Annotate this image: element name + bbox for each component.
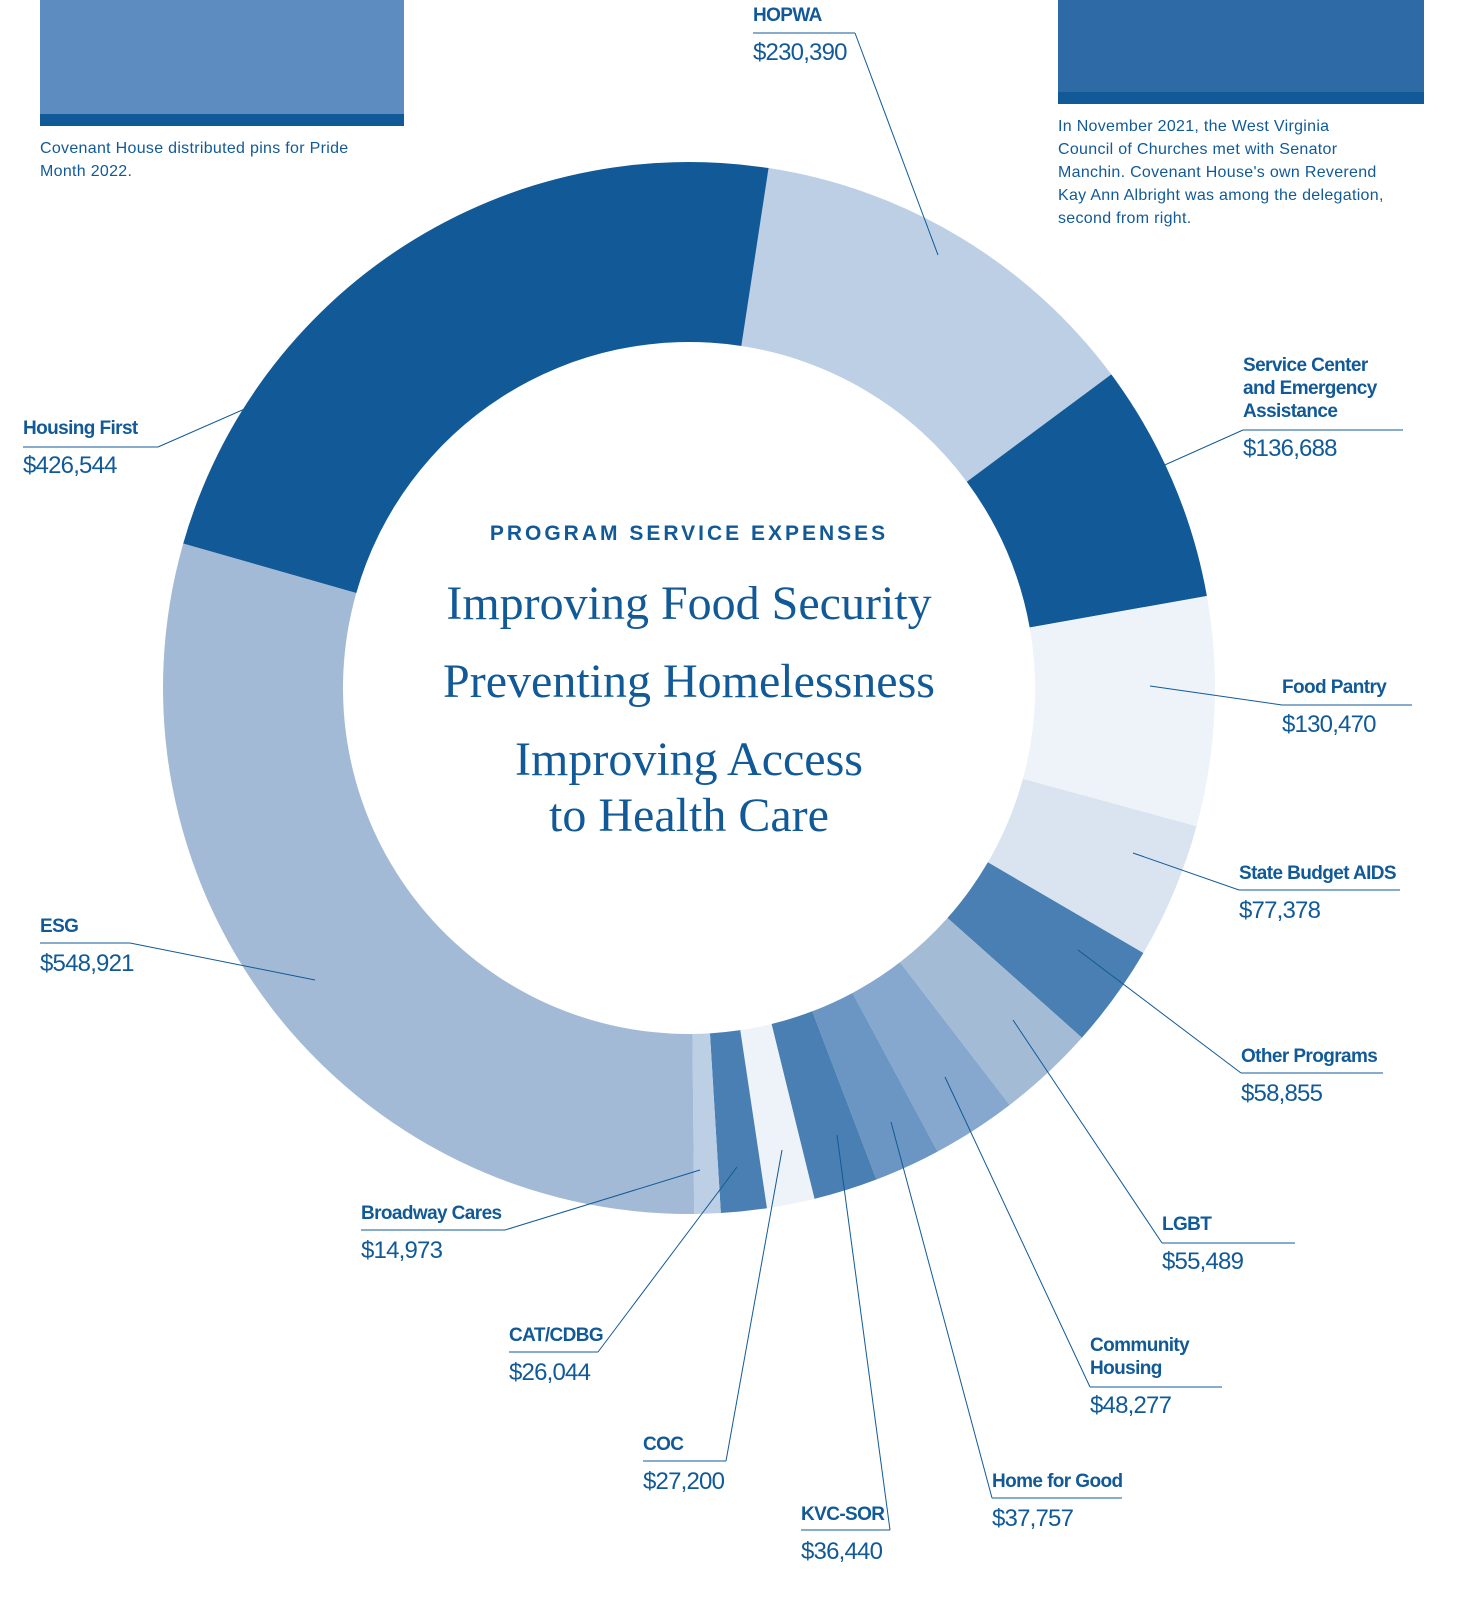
slice-label: Service Center and Emergency Assistance $… xyxy=(1243,354,1388,463)
photo xyxy=(40,0,404,114)
photo-bar xyxy=(1058,92,1424,104)
donut-slice xyxy=(987,778,1197,953)
slice-label: LGBT $55,489 xyxy=(1162,1213,1362,1276)
value-label: $27,200 xyxy=(643,1468,725,1495)
donut-slice xyxy=(741,168,1112,482)
center-text: PROGRAM SERVICE EXPENSES Improving Food … xyxy=(389,522,989,866)
slice-label: Broadway Cares $14,973 xyxy=(361,1202,561,1265)
category-label: State Budget AIDS xyxy=(1239,863,1397,884)
value-label: $37,757 xyxy=(992,1505,1074,1532)
category-label: Home for Good xyxy=(992,1471,1123,1492)
value-label: $26,044 xyxy=(509,1359,591,1386)
category-label: Community Housing xyxy=(1090,1335,1190,1379)
slice-label: Community Housing $48,277 xyxy=(1090,1334,1200,1420)
leader-line xyxy=(854,32,939,256)
donut-slice xyxy=(162,543,695,1214)
center-line: Improving Access to Health Care xyxy=(515,733,863,842)
center-line: Improving Food Security xyxy=(446,577,932,630)
donut-slice xyxy=(899,918,1082,1105)
slice-label: Food Pantry $130,470 xyxy=(1282,676,1466,739)
value-label: $14,973 xyxy=(361,1237,443,1264)
slice-label: Housing First $426,544 xyxy=(23,417,223,480)
category-label: KVC-SOR xyxy=(801,1504,885,1525)
value-label: $548,921 xyxy=(40,950,135,977)
value-label: $426,544 xyxy=(23,452,118,479)
donut-slice xyxy=(812,992,938,1180)
category-label: LGBT xyxy=(1162,1214,1212,1235)
donut-slice xyxy=(852,962,1010,1152)
leader-line xyxy=(597,1166,738,1353)
donut-slice xyxy=(183,161,769,593)
leader-line xyxy=(1149,685,1283,706)
category-label: Service Center and Emergency Assistance xyxy=(1243,355,1377,422)
center-line: Preventing Homelessness xyxy=(443,655,935,708)
leader-line xyxy=(1119,429,1244,486)
chart-title: PROGRAM SERVICE EXPENSES xyxy=(489,522,889,545)
category-label: Food Pantry xyxy=(1282,677,1387,698)
slice-label: HOPWA $230,390 xyxy=(753,4,953,67)
photo xyxy=(1058,0,1424,92)
donut-slice xyxy=(692,1033,721,1214)
leader-line xyxy=(157,399,266,448)
donut-slice xyxy=(771,1011,877,1199)
donut-slice xyxy=(1022,595,1216,827)
donut-slice xyxy=(947,862,1144,1038)
leader-line xyxy=(1077,949,1242,1074)
value-label: $77,378 xyxy=(1239,897,1321,924)
donut-slice xyxy=(709,1030,767,1214)
leader-line xyxy=(836,1134,891,1531)
leader-line xyxy=(890,1121,993,1499)
photo-bar xyxy=(40,114,404,126)
value-label: $55,489 xyxy=(1162,1248,1244,1275)
category-label: ESG xyxy=(40,916,79,937)
category-label: COC xyxy=(643,1434,684,1455)
slice-label: CAT/CDBG $26,044 xyxy=(509,1324,709,1387)
photo-caption: In November 2021, the West Virginia Coun… xyxy=(1058,118,1384,227)
slice-label: State Budget AIDS $77,378 xyxy=(1239,862,1439,925)
leader-line xyxy=(944,1076,1091,1388)
slice-label: Home for Good $37,757 xyxy=(992,1470,1192,1533)
donut-slice xyxy=(966,374,1207,628)
slice-label: KVC-SOR $36,440 xyxy=(801,1503,1001,1566)
category-label: Broadway Cares xyxy=(361,1203,502,1224)
leader-line xyxy=(1012,1019,1163,1244)
value-label: $230,390 xyxy=(753,39,848,66)
value-label: $58,855 xyxy=(1241,1080,1323,1107)
slice-label: ESG $548,921 xyxy=(40,915,240,978)
slice-label: COC $27,200 xyxy=(643,1433,843,1496)
leader-line xyxy=(725,1149,783,1462)
category-label: CAT/CDBG xyxy=(509,1325,604,1346)
category-label: HOPWA xyxy=(753,5,822,26)
value-label: $48,277 xyxy=(1090,1392,1172,1419)
value-label: $136,688 xyxy=(1243,435,1338,462)
donut-slice xyxy=(740,1024,815,1209)
category-label: Other Programs xyxy=(1241,1046,1378,1067)
leader-line xyxy=(129,942,316,981)
slice-label: Other Programs $58,855 xyxy=(1241,1045,1441,1108)
leader-line xyxy=(1132,852,1240,891)
photo-caption: Covenant House distributed pins for Prid… xyxy=(40,140,349,180)
value-label: $130,470 xyxy=(1282,711,1377,738)
leader-line xyxy=(504,1169,701,1231)
value-label: $36,440 xyxy=(801,1538,883,1565)
category-label: Housing First xyxy=(23,418,138,439)
